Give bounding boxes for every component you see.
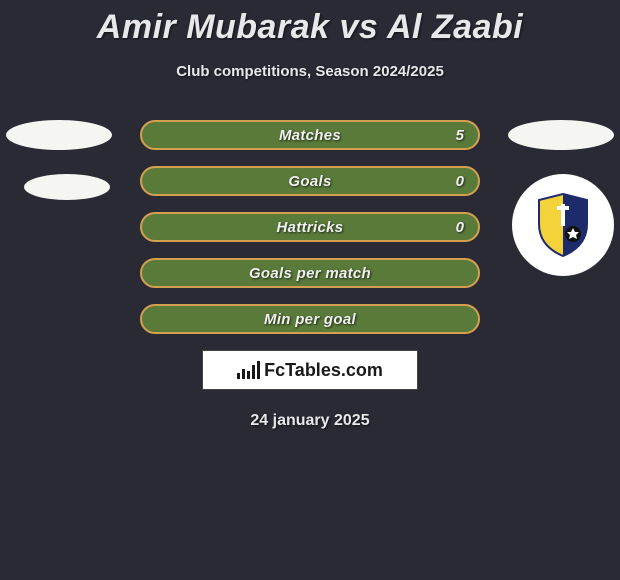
stat-label: Matches: [279, 127, 341, 144]
stat-label: Goals: [288, 173, 331, 190]
stats-area: Matches 5 Goals 0 Hattricks 0 Goals per …: [0, 120, 620, 430]
footer-brand-box: FcTables.com: [202, 350, 418, 390]
team-right-badge: [512, 174, 614, 276]
stat-row-matches: Matches 5: [140, 120, 480, 150]
page-title: Amir Mubarak vs Al Zaabi: [0, 0, 620, 47]
stat-row-min-per-goal: Min per goal: [140, 304, 480, 334]
stat-value-right: 5: [456, 127, 464, 144]
player-right-placeholder-icon: [508, 120, 614, 150]
footer-brand-text: FcTables.com: [264, 360, 383, 381]
stat-label: Goals per match: [249, 265, 371, 282]
stat-row-goals-per-match: Goals per match: [140, 258, 480, 288]
stat-label: Min per goal: [264, 311, 356, 328]
stat-row-goals: Goals 0: [140, 166, 480, 196]
club-shield-icon: [535, 192, 591, 258]
player-left-placeholder-icon: [6, 120, 112, 150]
subtitle: Club competitions, Season 2024/2025: [0, 63, 620, 80]
team-left-placeholder-icon: [24, 174, 110, 200]
stat-value-right: 0: [456, 173, 464, 190]
footer-brand: FcTables.com: [237, 360, 383, 381]
stat-label: Hattricks: [277, 219, 344, 236]
bar-chart-icon: [237, 361, 260, 379]
stat-value-right: 0: [456, 219, 464, 236]
date-line: 24 january 2025: [0, 412, 620, 430]
stat-row-hattricks: Hattricks 0: [140, 212, 480, 242]
